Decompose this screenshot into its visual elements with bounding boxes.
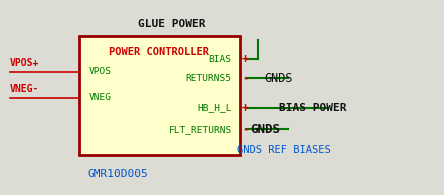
Text: BIAS POWER: BIAS POWER	[279, 103, 347, 113]
Text: +: +	[242, 102, 249, 115]
Text: -: -	[242, 72, 249, 85]
Text: VNEG: VNEG	[88, 93, 111, 102]
Text: GLUE POWER: GLUE POWER	[138, 20, 206, 29]
Text: GNDS REF BIASES: GNDS REF BIASES	[238, 145, 331, 155]
Text: POWER CONTROLLER: POWER CONTROLLER	[109, 47, 209, 57]
Text: +: +	[242, 53, 249, 66]
Text: RETURNS5: RETURNS5	[186, 74, 232, 83]
Text: FLT_RETURNS: FLT_RETURNS	[168, 125, 232, 134]
FancyBboxPatch shape	[79, 36, 240, 155]
Text: GMR10D005: GMR10D005	[87, 169, 148, 179]
Text: VNEG-: VNEG-	[10, 84, 40, 94]
Text: VPOS: VPOS	[88, 67, 111, 76]
Text: GNDS: GNDS	[264, 72, 293, 85]
Text: GNDS: GNDS	[251, 123, 281, 136]
Text: HB_H_L: HB_H_L	[197, 104, 232, 113]
Text: VPOS+: VPOS+	[10, 58, 40, 68]
Text: BIAS: BIAS	[209, 55, 232, 64]
Text: -: -	[242, 123, 249, 136]
